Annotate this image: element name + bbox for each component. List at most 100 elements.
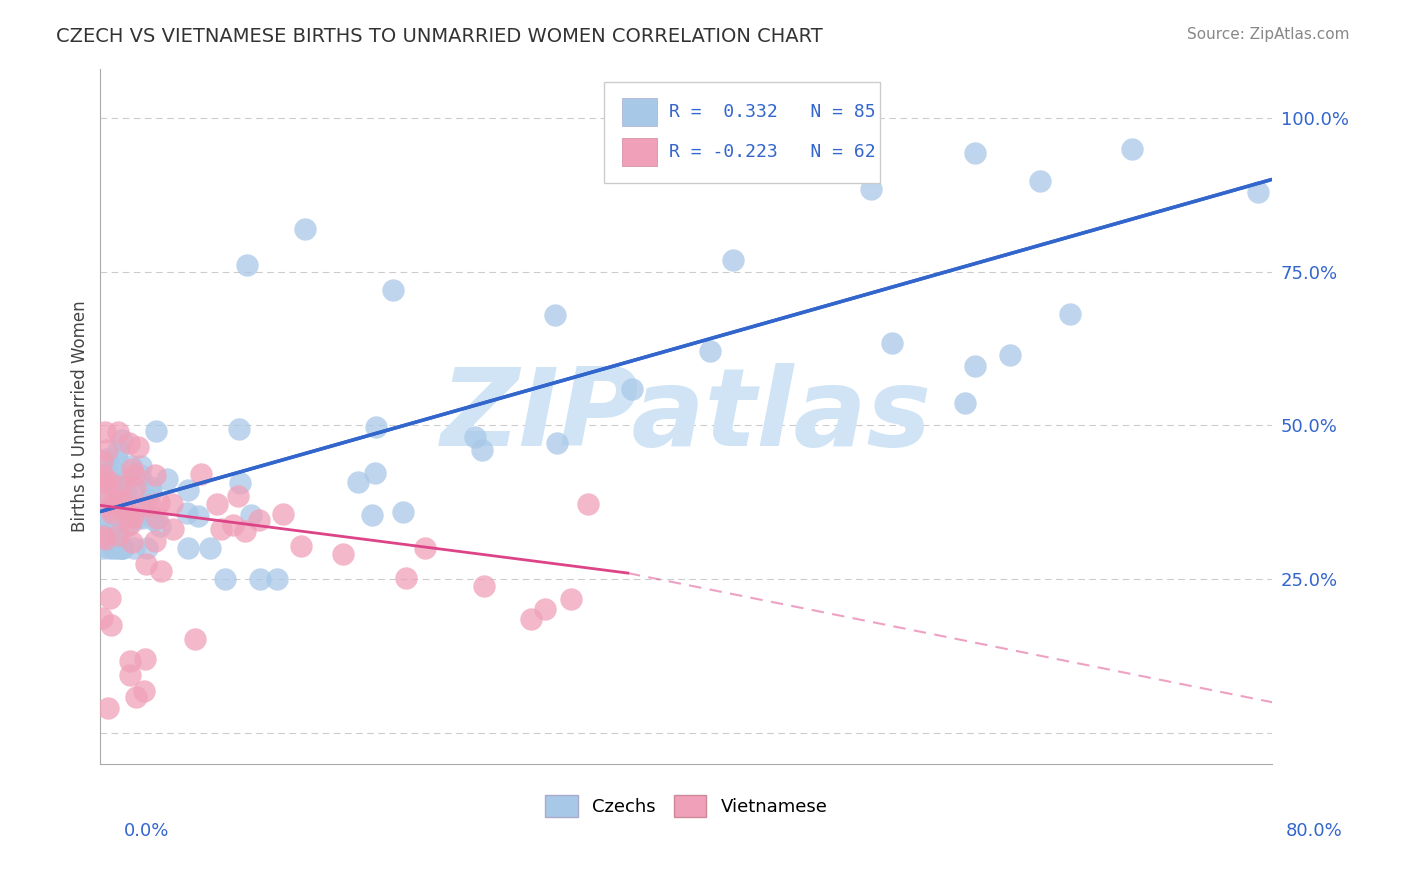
Point xyxy=(98,591,121,606)
Point xyxy=(107,443,129,458)
Text: R = -0.223   N = 62: R = -0.223 N = 62 xyxy=(669,143,876,161)
Point xyxy=(114,479,136,493)
Point xyxy=(90,529,112,543)
Text: CZECH VS VIETNAMESE BIRTHS TO UNMARRIED WOMEN CORRELATION CHART: CZECH VS VIETNAMESE BIRTHS TO UNMARRIED … xyxy=(56,27,823,45)
Point xyxy=(114,472,136,486)
Point xyxy=(214,572,236,586)
Point xyxy=(108,501,131,516)
Point xyxy=(103,499,125,513)
Point xyxy=(134,684,156,698)
Legend: Czechs, Vietnamese: Czechs, Vietnamese xyxy=(538,788,835,824)
Point xyxy=(135,541,157,556)
Point xyxy=(143,513,166,527)
Point xyxy=(98,483,121,497)
Point xyxy=(290,539,312,553)
Point xyxy=(96,443,118,458)
Point xyxy=(1121,141,1143,155)
Point xyxy=(108,493,131,508)
Point xyxy=(721,253,744,268)
Point xyxy=(198,541,221,556)
Point xyxy=(114,506,136,520)
Point xyxy=(122,541,145,556)
Point xyxy=(346,475,368,490)
Point xyxy=(118,436,141,450)
Point xyxy=(98,475,121,490)
Point xyxy=(136,492,159,507)
Point xyxy=(472,579,495,593)
Point xyxy=(222,518,245,533)
Point xyxy=(176,506,198,520)
Point xyxy=(699,343,721,358)
Point xyxy=(110,541,132,556)
Point xyxy=(121,535,143,549)
Point xyxy=(1247,185,1270,199)
Point xyxy=(121,459,143,474)
Point xyxy=(117,518,139,533)
Text: ZIPatlas: ZIPatlas xyxy=(441,363,932,469)
Point xyxy=(94,452,117,467)
Point xyxy=(120,667,142,681)
Point xyxy=(162,521,184,535)
Point xyxy=(560,592,582,607)
Point xyxy=(122,510,145,524)
Point xyxy=(111,541,134,556)
Point xyxy=(112,507,135,521)
Point xyxy=(413,541,436,555)
Point xyxy=(112,481,135,495)
Point xyxy=(97,466,120,480)
Point xyxy=(233,524,256,539)
Text: 0.0%: 0.0% xyxy=(124,822,169,840)
Point xyxy=(1059,307,1081,321)
Point xyxy=(546,435,568,450)
Point xyxy=(131,511,153,525)
Point xyxy=(110,498,132,512)
Point xyxy=(101,541,124,556)
Point xyxy=(249,572,271,586)
Point xyxy=(134,651,156,665)
Point xyxy=(620,382,643,396)
Text: R =  0.332   N = 85: R = 0.332 N = 85 xyxy=(669,103,876,121)
Point xyxy=(105,484,128,499)
Point xyxy=(226,489,249,503)
Point xyxy=(209,522,232,536)
Point xyxy=(294,221,316,235)
Point xyxy=(129,458,152,473)
Point xyxy=(880,335,903,350)
Point xyxy=(101,506,124,520)
Point xyxy=(98,491,121,505)
Point xyxy=(128,468,150,483)
Point xyxy=(187,509,209,524)
Point xyxy=(117,489,139,503)
Point xyxy=(266,572,288,586)
Point xyxy=(91,611,114,625)
Point xyxy=(332,547,354,561)
Point xyxy=(207,498,229,512)
Point xyxy=(101,461,124,475)
FancyBboxPatch shape xyxy=(621,138,657,166)
Point xyxy=(98,541,121,556)
Point xyxy=(129,500,152,515)
Point xyxy=(122,467,145,482)
Point xyxy=(107,452,129,467)
Point xyxy=(520,612,543,626)
Point xyxy=(101,525,124,540)
Point xyxy=(228,421,250,435)
Point xyxy=(965,145,987,160)
Point xyxy=(366,420,388,434)
Point xyxy=(107,527,129,541)
Point xyxy=(91,541,114,556)
Point xyxy=(97,522,120,536)
Point xyxy=(149,519,172,533)
Point xyxy=(149,564,172,578)
FancyBboxPatch shape xyxy=(621,98,657,127)
Point xyxy=(160,497,183,511)
Point xyxy=(105,533,128,547)
Point xyxy=(533,602,555,616)
Point xyxy=(107,425,129,439)
Point xyxy=(183,632,205,646)
Point xyxy=(91,519,114,533)
Point xyxy=(143,534,166,549)
Point xyxy=(100,502,122,516)
Point xyxy=(111,541,134,556)
Point xyxy=(139,480,162,494)
